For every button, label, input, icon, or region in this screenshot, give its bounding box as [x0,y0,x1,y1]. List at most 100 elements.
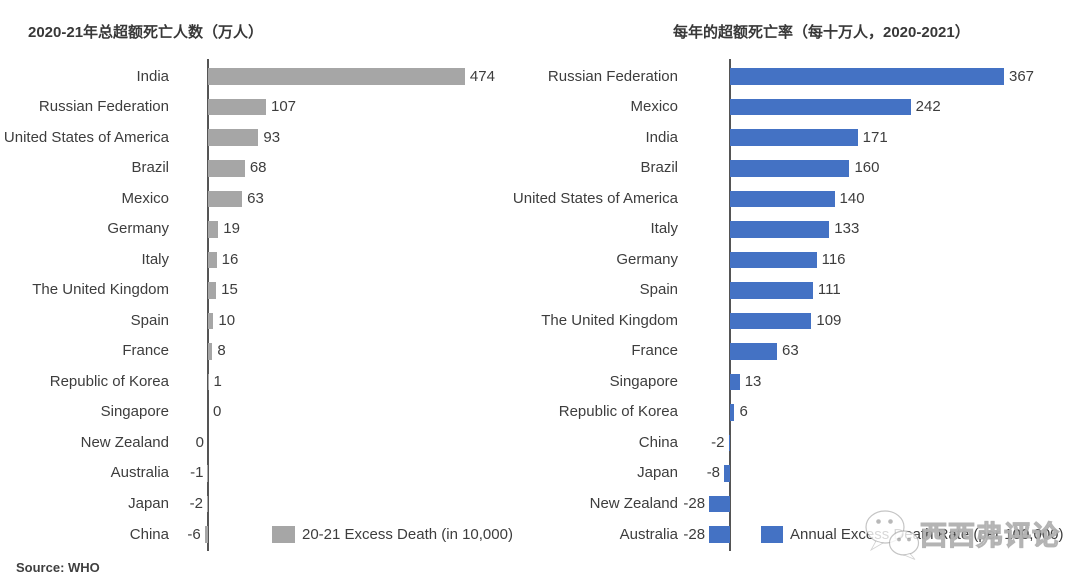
axis-line [729,59,731,551]
value-label: 13 [744,372,762,390]
bar [709,526,730,543]
bar [724,465,730,482]
legend-label: 20-21 Excess Death (in 10,000) [302,526,513,543]
right-chart-legend: Annual Excess Death Rate (per 100,000) [761,526,1064,543]
value-label: 133 [834,220,860,238]
left-chart-title: 2020-21年总超额死亡人数（万人） [28,24,264,41]
bar [208,343,213,360]
value-label: 116 [821,250,846,268]
bar [730,68,1004,85]
value-label: -28 [683,494,706,512]
bar [730,251,817,269]
category-label: Australia [619,525,678,543]
value-label: 63 [782,342,799,360]
value-label: 0 [213,403,222,421]
bar [730,373,740,391]
category-label: China [129,525,169,543]
category-label: Singapore [100,403,169,421]
value-label: 242 [915,98,941,116]
category-label: India [136,67,169,85]
category-label: Brazil [640,159,678,177]
bar [208,68,465,85]
category-label: Singapore [609,372,678,390]
bar [730,312,812,330]
bar [208,190,243,208]
source-note: Source: WHO [16,560,100,575]
value-label: 16 [221,250,239,268]
category-label: Spain [639,281,678,299]
value-label: 140 [839,189,865,207]
value-label: 0 [195,433,204,451]
category-label: New Zealand [589,494,678,512]
value-label: 171 [862,128,888,146]
category-label: Russian Federation [38,98,169,116]
bar [730,160,850,177]
value-label: 8 [217,342,226,360]
value-label: -8 [706,464,721,482]
bar [728,434,730,452]
value-label: -2 [711,433,725,451]
category-label: Germany [616,250,678,268]
bar [730,404,735,421]
bar [204,526,208,543]
value-label: 160 [854,159,880,177]
value-label: -1 [190,464,204,482]
category-label: United States of America [512,189,678,207]
value-label: 1 [213,372,222,390]
category-label: The United Kingdom [541,311,678,329]
category-label: France [631,342,678,360]
value-label: 93 [263,128,281,146]
value-label: 6 [739,403,748,421]
bar [730,221,830,238]
bar [730,343,778,360]
bar [730,190,835,208]
category-label: Germany [107,220,169,238]
bar [208,129,259,146]
bar [709,495,730,513]
category-label: United States of America [3,128,169,146]
bar [208,160,245,177]
category-label: Republic of Korea [558,403,678,421]
category-label: Italy [141,250,169,268]
value-label: -6 [187,525,201,543]
category-label: Italy [650,220,678,238]
bar [730,98,911,116]
value-label: 19 [223,220,240,238]
category-label: China [638,433,678,451]
category-label: Spain [130,311,169,329]
category-label: Mexico [630,98,678,116]
bar [208,312,214,330]
value-label: 107 [270,98,297,116]
bar [730,282,813,299]
legend-label: Annual Excess Death Rate (per 100,000) [790,526,1064,543]
category-label: Mexico [121,189,169,207]
value-label: -28 [683,525,706,543]
value-label: 15 [221,281,238,299]
category-label: Brazil [131,159,169,177]
bar [207,465,208,482]
bar [730,129,858,146]
bar [208,221,219,238]
value-label: 111 [817,281,841,299]
value-label: 367 [1009,67,1035,85]
left-chart-legend: 20-21 Excess Death (in 10,000) [272,526,513,543]
category-label: France [122,342,169,360]
bar [208,373,209,391]
value-label: 474 [469,67,495,85]
category-label: New Zealand [80,433,169,451]
axis-line [207,59,209,551]
legend-swatch-gray [272,526,295,543]
bar [208,282,217,299]
value-label: 68 [249,159,267,177]
right-chart-title: 每年的超额死亡率（每十万人，2020-2021） [673,24,970,41]
category-label: Japan [637,464,678,482]
value-label: 10 [218,311,236,329]
category-label: Republic of Korea [49,372,169,390]
category-label: The United Kingdom [32,281,169,299]
value-label: -2 [189,494,203,512]
legend-swatch-blue [761,526,783,543]
category-label: Japan [128,494,169,512]
category-label: India [645,128,678,146]
bar [206,495,208,513]
